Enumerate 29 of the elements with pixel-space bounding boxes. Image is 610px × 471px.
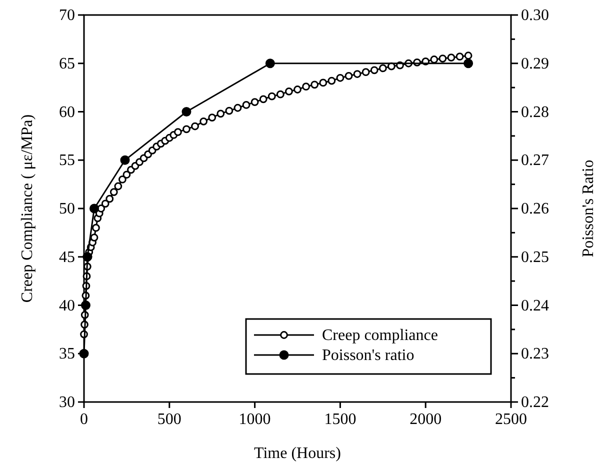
y2-tick-label: 0.24 bbox=[521, 297, 549, 314]
y2-tick-label: 0.29 bbox=[521, 55, 549, 72]
x-tick-label: 1000 bbox=[238, 411, 271, 428]
y2-axis-title: Poisson's Ratio bbox=[580, 160, 597, 258]
x-axis-title: Time (Hours) bbox=[254, 445, 341, 462]
legend-label: Poisson's ratio bbox=[322, 347, 414, 364]
y2-tick-label: 0.30 bbox=[521, 7, 549, 24]
y2-tick-label: 0.26 bbox=[521, 200, 549, 218]
y-tick-label: 40 bbox=[59, 297, 75, 314]
y2-tick-label: 0.25 bbox=[521, 248, 549, 266]
y-tick-label: 55 bbox=[59, 152, 75, 170]
y-tick-label: 70 bbox=[59, 7, 75, 24]
y-axis-title: Creep Compliance ( με/MPa) bbox=[19, 114, 36, 303]
x-tick-label: 2000 bbox=[410, 411, 442, 428]
y-tick-label: 60 bbox=[59, 104, 75, 121]
y2-tick-label: 0.28 bbox=[521, 104, 549, 121]
y-tick-label: 65 bbox=[59, 55, 75, 72]
x-tick-label: 500 bbox=[157, 411, 182, 428]
y-tick-label: 30 bbox=[59, 394, 75, 411]
y-tick-label: 50 bbox=[59, 200, 75, 218]
y-tick-label: 45 bbox=[59, 248, 75, 266]
y2-tick-label: 0.23 bbox=[521, 346, 549, 363]
y-tick-label: 35 bbox=[59, 346, 75, 363]
x-tick-label: 0 bbox=[80, 411, 88, 428]
legend-label: Creep compliance bbox=[322, 327, 438, 344]
y2-tick-label: 0.27 bbox=[521, 152, 549, 170]
x-tick-label: 2500 bbox=[495, 411, 527, 428]
y2-tick-label: 0.22 bbox=[521, 394, 549, 411]
x-tick-label: 1500 bbox=[324, 411, 356, 428]
